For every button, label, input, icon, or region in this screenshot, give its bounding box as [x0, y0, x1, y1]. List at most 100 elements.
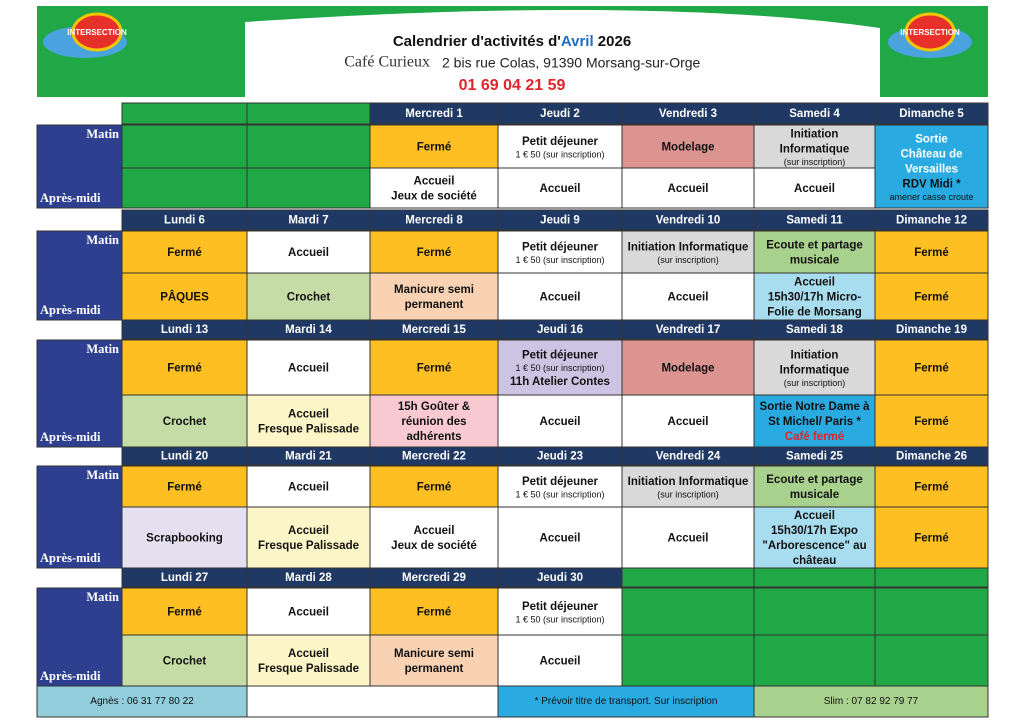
cell-text: Accueil	[668, 533, 709, 545]
cell-text: Fermé	[417, 607, 452, 619]
period-label	[36, 230, 123, 321]
day-name: Dimanche 26	[896, 451, 967, 463]
label-apres: Après-midi	[40, 669, 101, 683]
cell-text: 15h30/17h Expo	[771, 525, 858, 537]
cell	[121, 465, 248, 508]
period-label	[36, 124, 123, 209]
cell-text: Fresque Palissade	[258, 540, 359, 552]
place-name: Café Curieux	[344, 54, 430, 71]
cell-text: "Arborescence" au	[762, 540, 866, 552]
cell-text: Fermé	[914, 482, 949, 494]
cell-text: Versailles	[905, 163, 958, 175]
cell-text: Crochet	[163, 416, 207, 428]
cell-text: Jeux de société	[391, 191, 477, 203]
cell-text: Accueil	[794, 277, 835, 289]
cell	[874, 124, 989, 209]
cell	[621, 230, 755, 274]
cell-text: 15h Goûter &	[398, 401, 470, 413]
cell-text: Accueil	[288, 363, 329, 375]
day-name: Vendredi 10	[656, 215, 721, 227]
cell-text: Accueil	[540, 656, 581, 668]
cell	[621, 394, 755, 448]
cell-text: permanent	[405, 299, 464, 311]
cell-text: Accueil	[540, 292, 581, 304]
day-name: Lundi 27	[161, 572, 208, 584]
day-name: Mardi 7	[288, 215, 328, 227]
cell-text: Fermé	[914, 292, 949, 304]
cell-text: 1 € 50 (sur inscription)	[515, 363, 604, 373]
cell	[497, 167, 623, 209]
cell-text: Ecoute et partage	[766, 474, 863, 486]
footer-text: Agnès : 06 31 77 80 22	[90, 696, 194, 707]
day-name: Mercredi 22	[402, 451, 466, 463]
cell-text: Initiation	[791, 128, 839, 140]
cell-text: Accueil	[288, 607, 329, 619]
cell	[621, 587, 755, 636]
day-name: Mercredi 15	[402, 324, 467, 336]
cell-text: Café fermé	[785, 431, 844, 443]
address: 2 bis rue Colas, 91390 Morsang-sur-Orge	[442, 55, 701, 71]
cell-text: PÂQUES	[160, 291, 209, 304]
cell-text: Accueil	[540, 416, 581, 428]
logo-circle	[71, 12, 123, 52]
cell	[874, 634, 989, 687]
cell-text: Fermé	[417, 247, 452, 259]
cell-text: 1 € 50 (sur inscription)	[515, 255, 604, 265]
cell	[874, 339, 989, 396]
label-apres: Après-midi	[40, 551, 101, 565]
cell	[246, 272, 371, 321]
label-matin: Matin	[86, 233, 119, 247]
cell-text: Accueil	[668, 183, 709, 195]
day-header	[246, 102, 371, 125]
cell-text: Accueil	[288, 482, 329, 494]
cell	[246, 506, 371, 569]
cell-text: Initiation Informatique	[628, 241, 749, 253]
footer-text: * Prévoir titre de transport. Sur inscri…	[535, 696, 718, 707]
cell	[497, 465, 623, 508]
cell	[753, 465, 876, 508]
title-part: Calendrier d'activités d'	[393, 33, 561, 50]
cell	[874, 465, 989, 508]
cell	[753, 634, 876, 687]
cell-text: musicale	[790, 489, 839, 501]
period-label	[36, 465, 123, 569]
cell	[246, 230, 371, 274]
cell-text: Modelage	[661, 142, 714, 154]
day-name: Vendredi 24	[656, 451, 721, 463]
day-name: Samedi 4	[789, 108, 840, 120]
day-name: Mercredi 8	[405, 215, 463, 227]
day-name: Mardi 14	[285, 324, 332, 336]
cell	[246, 394, 371, 448]
cell	[369, 634, 499, 687]
cell-text: Fermé	[167, 247, 202, 259]
cell-text: réunion des	[401, 416, 466, 428]
day-name: Samedi 25	[786, 451, 843, 463]
cell	[369, 506, 499, 569]
logo-circle	[904, 12, 956, 52]
cell-text: Jeux de société	[391, 540, 477, 552]
cell	[121, 587, 248, 636]
cell-text: (sur inscription)	[657, 489, 719, 499]
day-name: Lundi 6	[164, 215, 205, 227]
day-name: Dimanche 12	[896, 215, 967, 227]
cell-text: 15h30/17h Micro-	[768, 292, 861, 304]
cell-text: 1 € 50 (sur inscription)	[515, 489, 604, 499]
cell-text: Manicure semi	[394, 284, 474, 296]
cell-text: Accueil	[288, 409, 329, 421]
cell	[497, 394, 623, 448]
cell-text: Petit déjeuner	[522, 136, 599, 148]
cell-text: Château de	[901, 148, 963, 160]
day-name: Dimanche 19	[896, 324, 967, 336]
day-name: Jeudi 2	[540, 108, 580, 120]
cell-text: Fresque Palissade	[258, 424, 359, 436]
logo-left: INTERSECTION	[43, 12, 127, 58]
cell	[121, 634, 248, 687]
cell	[121, 124, 248, 169]
cell-text: 1 € 50 (sur inscription)	[515, 614, 604, 624]
cell-text: Accueil	[288, 648, 329, 660]
cell-text: Crochet	[287, 292, 331, 304]
cell-text: Fermé	[417, 482, 452, 494]
day-name: Samedi 18	[786, 324, 843, 336]
day-header	[874, 446, 989, 466]
phone: 01 69 04 21 59	[459, 77, 566, 94]
